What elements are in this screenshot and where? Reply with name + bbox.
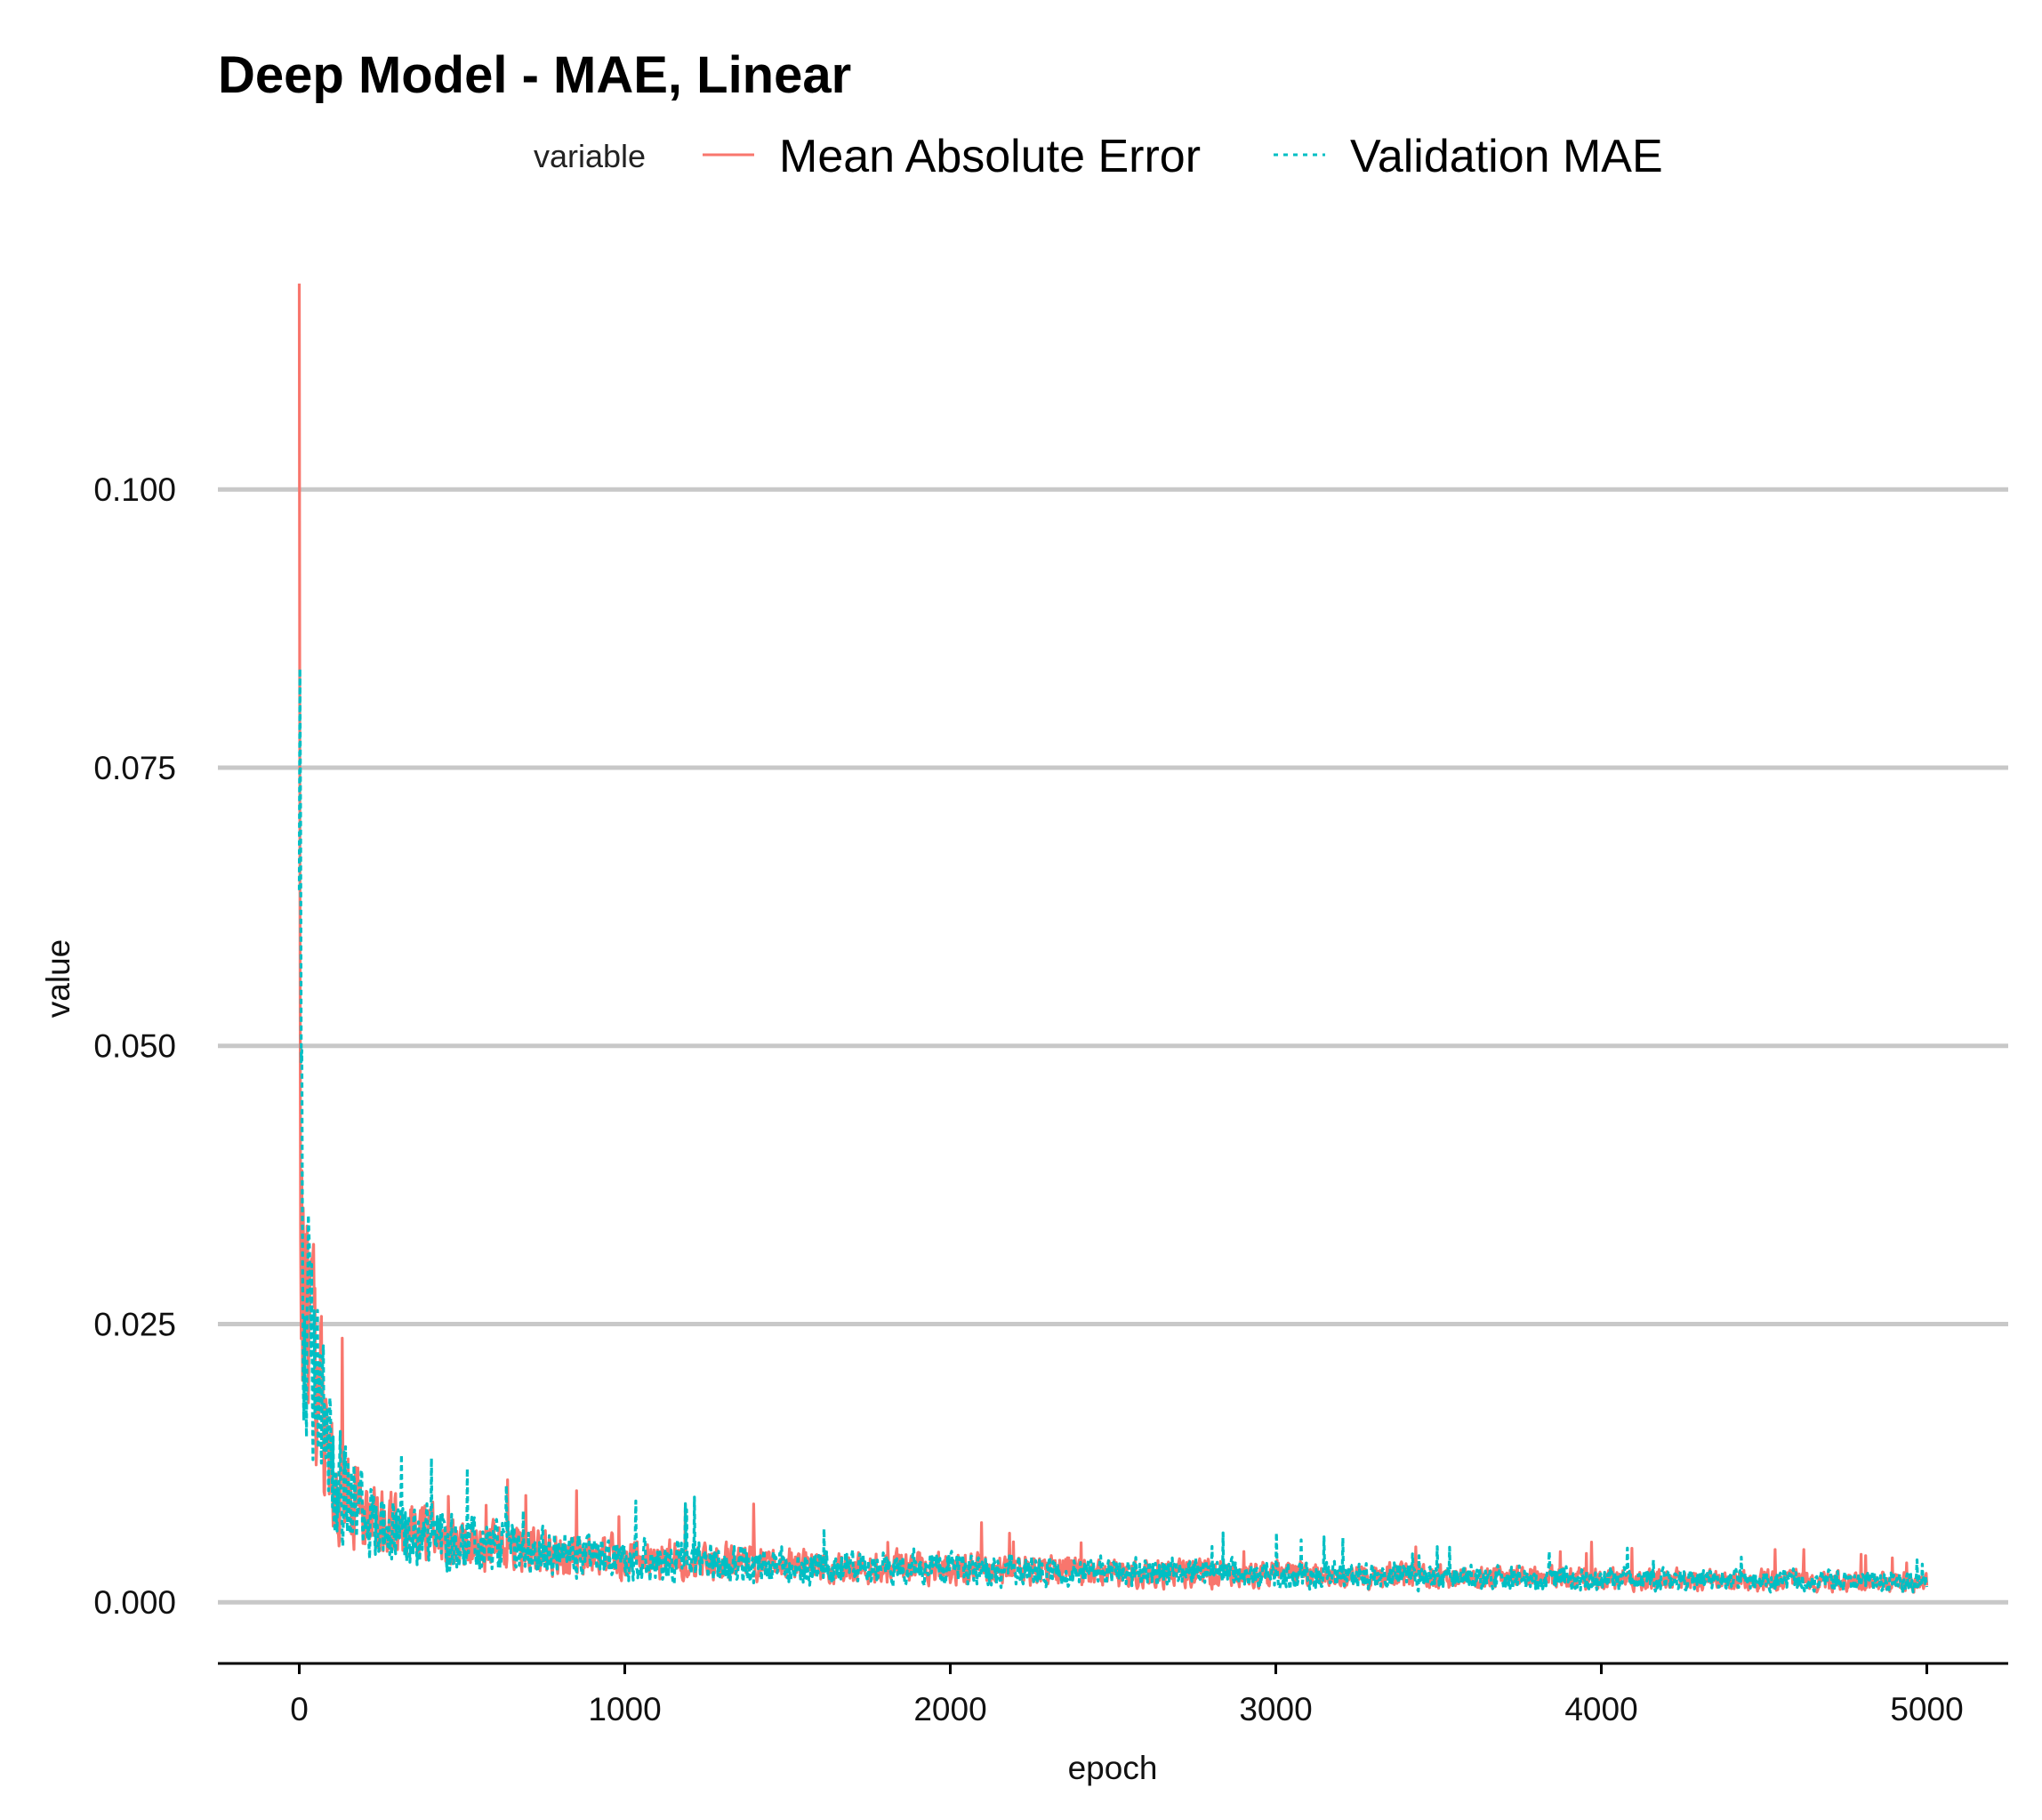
x-axis-title: epoch xyxy=(1068,1750,1158,1786)
y-tick-label-3: 0.075 xyxy=(93,750,176,786)
y-tick-label-2: 0.050 xyxy=(93,1028,176,1065)
x-tick-label-5: 5000 xyxy=(1890,1691,1963,1727)
legend-label-mae: Mean Absolute Error xyxy=(779,131,1201,182)
y-tick-label-1: 0.025 xyxy=(93,1306,176,1342)
y-axis-title: value xyxy=(40,939,76,1018)
x-tick-label-4: 4000 xyxy=(1564,1691,1637,1727)
series-line-validation-mae xyxy=(297,667,1929,1595)
legend: variable Mean Absolute Error Validation … xyxy=(534,131,1663,182)
series-layer xyxy=(297,283,1929,1595)
chart-title: Deep Model - MAE, Linear xyxy=(218,46,851,104)
series-line-mean-absolute-error xyxy=(297,283,1929,1594)
x-axis: 0 1000 2000 3000 4000 5000 xyxy=(218,1662,2008,1727)
legend-label-val-mae: Validation MAE xyxy=(1350,131,1663,182)
y-tick-label-0: 0.000 xyxy=(93,1584,176,1621)
y-axis: 0.000 0.025 0.050 0.075 0.100 xyxy=(93,471,176,1621)
legend-title: variable xyxy=(534,138,646,174)
x-tick-label-3: 3000 xyxy=(1239,1691,1312,1727)
x-tick-label-1: 1000 xyxy=(588,1691,661,1727)
x-tick-label-0: 0 xyxy=(290,1691,309,1727)
y-tick-label-4: 0.100 xyxy=(93,471,176,508)
gridlines xyxy=(218,487,2008,1605)
x-tick-label-2: 2000 xyxy=(913,1691,986,1727)
